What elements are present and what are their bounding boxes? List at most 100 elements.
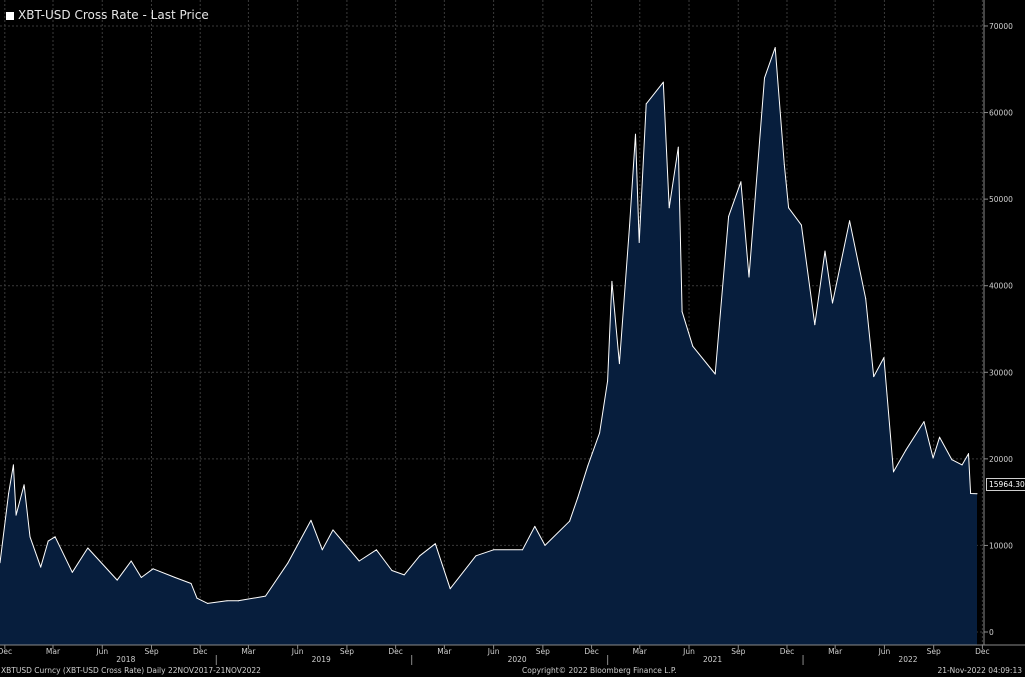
- data-point: [865, 298, 867, 300]
- y-tick-label: 10000: [989, 541, 1013, 550]
- legend-label: XBT-USD Cross Rate - Last Price: [18, 8, 209, 22]
- chart-legend: XBT-USD Cross Rate - Last Price: [6, 5, 209, 25]
- data-point: [748, 276, 750, 278]
- data-point: [577, 497, 579, 499]
- x-tick-label: Dec: [0, 647, 12, 656]
- x-tick-label: Jun: [682, 647, 695, 656]
- x-tick-label: Sep: [144, 647, 158, 656]
- data-point: [587, 465, 589, 467]
- data-point: [130, 560, 132, 562]
- data-point: [714, 373, 716, 375]
- data-point: [358, 560, 360, 562]
- data-point: [783, 163, 785, 165]
- data-point: [71, 571, 73, 573]
- x-tick-label: Mar: [633, 647, 648, 656]
- data-point: [434, 543, 436, 545]
- x-tick-label: Mar: [241, 647, 256, 656]
- data-point: [15, 514, 17, 516]
- footer-ticker-info: XBTUSD Curncy (XBT-USD Cross Rate) Daily…: [1, 666, 261, 675]
- data-point: [662, 81, 664, 83]
- data-point: [375, 549, 377, 551]
- x-tick-label: Sep: [731, 647, 745, 656]
- data-point: [788, 207, 790, 209]
- data-point: [207, 602, 209, 604]
- data-point: [849, 220, 851, 222]
- data-point: [932, 457, 934, 459]
- data-point: [23, 484, 25, 486]
- data-point: [905, 449, 907, 451]
- x-tick-label: Mar: [46, 647, 61, 656]
- y-tick-label: 30000: [989, 368, 1013, 377]
- price-area: [0, 47, 977, 646]
- y-axis-ticks: 0 10000 20000 30000 40000 50000 60000 70000: [984, 22, 1013, 637]
- data-point: [29, 536, 31, 538]
- data-point: [287, 562, 289, 564]
- y-tick-label: 70000: [989, 22, 1013, 31]
- data-point: [607, 380, 609, 382]
- data-point: [893, 471, 895, 473]
- data-point: [951, 459, 953, 461]
- x-tick-label: Mar: [437, 647, 452, 656]
- data-point: [961, 464, 963, 466]
- data-point: [544, 544, 546, 546]
- x-tick-label: Jun: [95, 647, 108, 656]
- data-point: [174, 576, 176, 578]
- data-point: [140, 576, 142, 578]
- data-point: [764, 77, 766, 79]
- x-tick-label: Dec: [975, 647, 990, 656]
- year-label: 2019: [312, 655, 331, 664]
- data-point: [391, 570, 393, 572]
- data-point: [740, 181, 742, 183]
- year-label: 2021: [703, 655, 722, 664]
- data-point: [638, 241, 640, 243]
- data-point: [40, 566, 42, 568]
- data-point: [692, 345, 694, 347]
- data-point: [54, 536, 56, 538]
- data-point: [728, 215, 730, 217]
- data-point: [449, 588, 451, 590]
- data-point: [190, 583, 192, 585]
- x-tick-label: Jun: [291, 647, 304, 656]
- x-tick-label: Dec: [780, 647, 795, 656]
- y-tick-label: 20000: [989, 455, 1013, 464]
- y-tick-label: 50000: [989, 195, 1013, 204]
- x-tick-label: Dec: [388, 647, 403, 656]
- x-tick-label: Mar: [828, 647, 843, 656]
- year-label: 2020: [508, 655, 527, 664]
- data-point: [321, 549, 323, 551]
- data-point: [403, 574, 405, 576]
- data-point: [618, 363, 620, 365]
- footer-timestamp: 21-Nov-2022 04:09:13: [937, 666, 1022, 675]
- x-tick-label: Sep: [536, 647, 550, 656]
- data-point: [976, 493, 978, 495]
- data-point: [419, 555, 421, 557]
- x-axis-ticks: Dec Mar Jun Sep Dec Mar Jun Sep Dec Mar Jun Sep Dec M…: [0, 645, 990, 665]
- data-point: [475, 555, 477, 557]
- footer-copyright: Copyright© 2022 Bloomberg Finance L.P.: [522, 666, 677, 675]
- data-point: [12, 464, 14, 466]
- year-label: 2018: [116, 655, 135, 664]
- data-point: [774, 47, 776, 49]
- data-point: [645, 103, 647, 105]
- y-tick-label: 0: [989, 628, 994, 637]
- legend-swatch: [6, 11, 14, 20]
- data-point: [967, 453, 969, 455]
- data-point: [814, 324, 816, 326]
- data-point: [629, 224, 631, 226]
- series-layer: [0, 47, 978, 646]
- data-point: [634, 133, 636, 135]
- data-point: [116, 579, 118, 581]
- last-value-label: 15964.30: [986, 478, 1025, 491]
- data-point: [939, 436, 941, 438]
- data-point: [611, 280, 613, 282]
- data-point: [883, 357, 885, 359]
- data-point: [923, 421, 925, 423]
- year-label: 2022: [898, 655, 917, 664]
- data-point: [310, 519, 312, 521]
- x-tick-label: Dec: [584, 647, 599, 656]
- data-point: [873, 376, 875, 378]
- data-point: [599, 432, 601, 434]
- data-point: [522, 549, 524, 551]
- data-point: [493, 549, 495, 551]
